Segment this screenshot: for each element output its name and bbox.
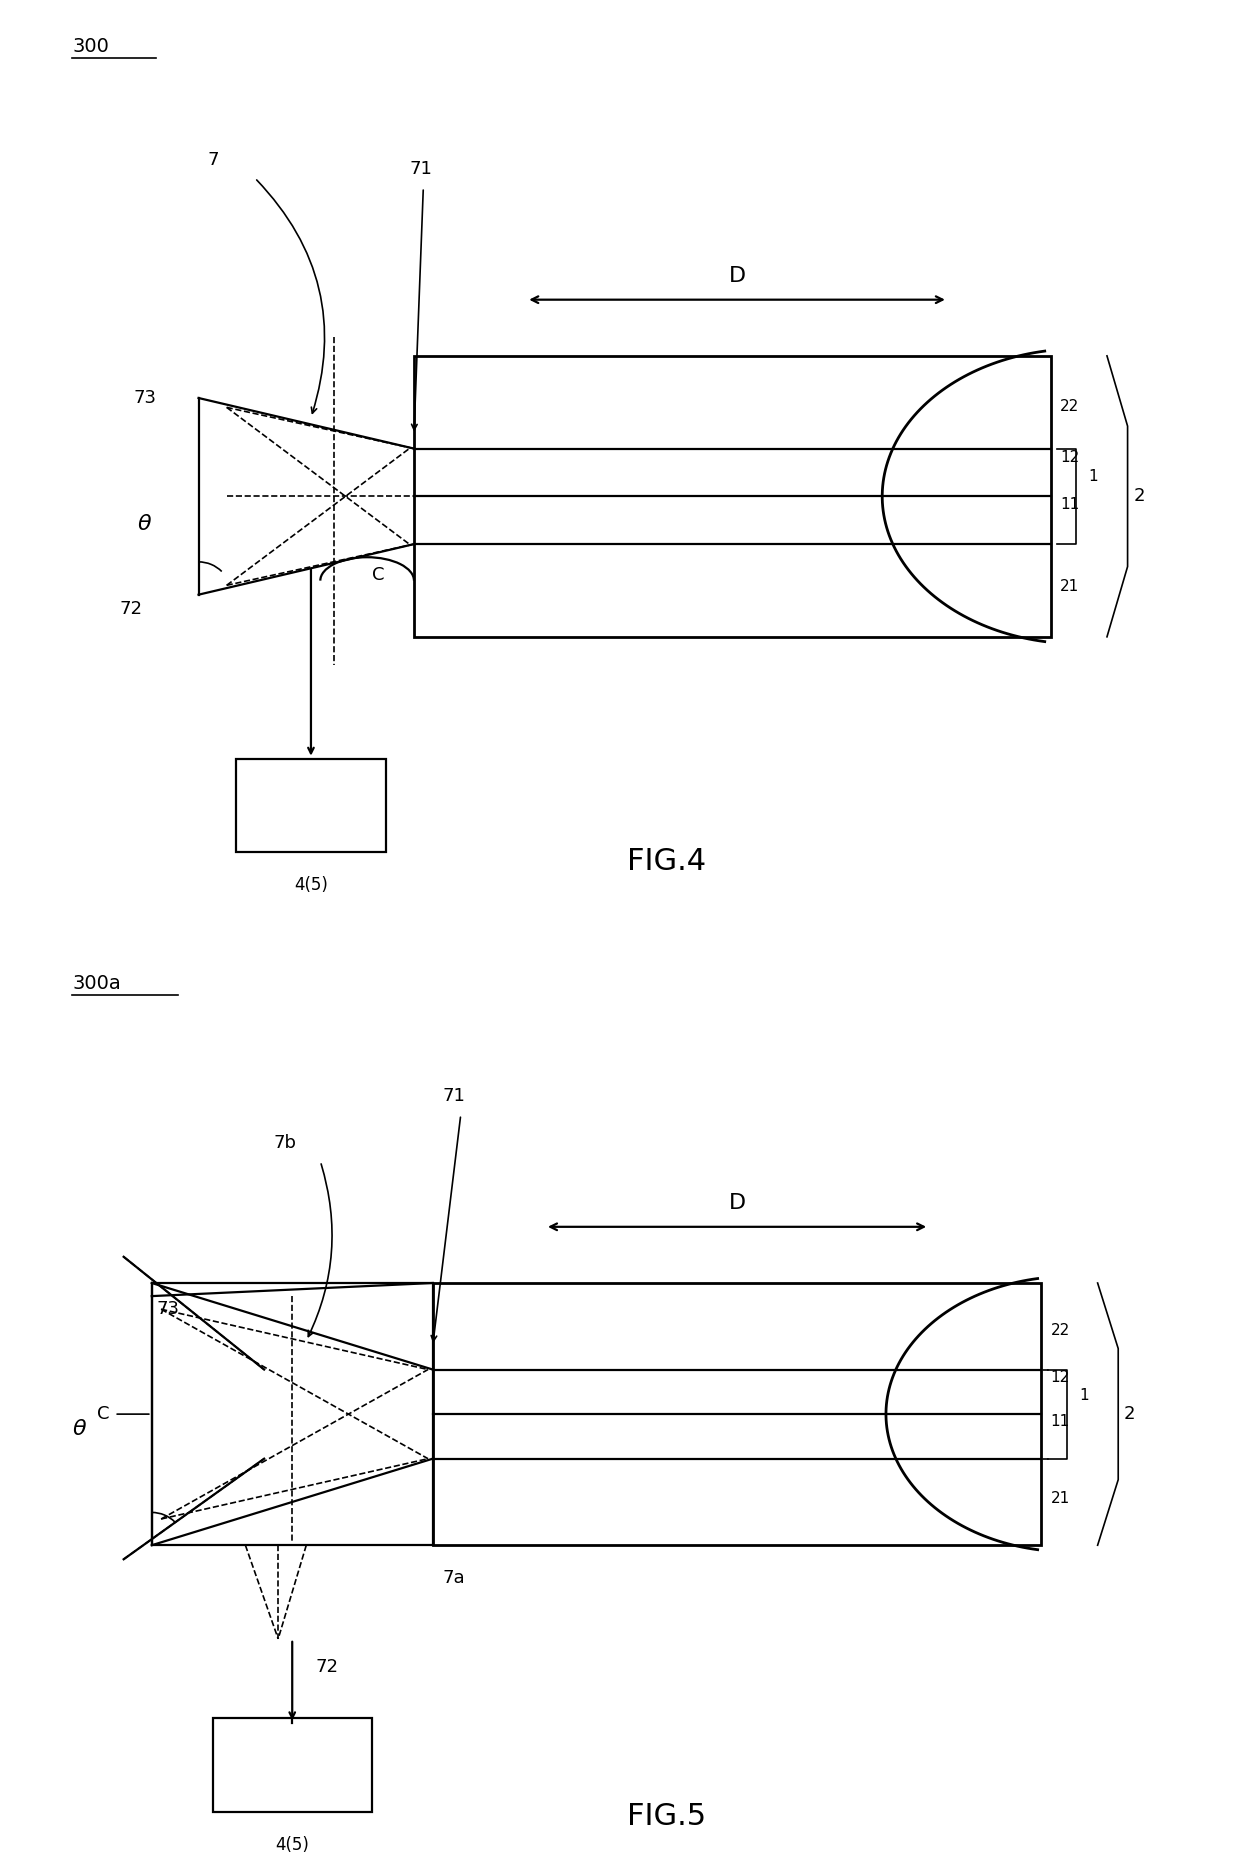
Text: 73: 73	[156, 1300, 180, 1319]
Text: 7: 7	[208, 150, 219, 169]
Text: 11: 11	[1060, 496, 1079, 513]
Text: 72: 72	[119, 599, 143, 618]
Bar	[433, 1283, 1042, 1545]
Text: 1: 1	[1079, 1388, 1089, 1403]
Text: 4(5): 4(5)	[275, 1836, 309, 1854]
Text: 12: 12	[1050, 1369, 1070, 1384]
Text: 22: 22	[1060, 399, 1079, 414]
Text: 21: 21	[1050, 1491, 1070, 1506]
Text: 2: 2	[1133, 487, 1145, 506]
Text: 21: 21	[1060, 579, 1079, 594]
Bar	[151, 1283, 433, 1545]
Text: θ: θ	[72, 1420, 86, 1438]
Text: D: D	[729, 1193, 745, 1214]
Text: 11: 11	[1050, 1414, 1070, 1429]
Text: C: C	[97, 1405, 109, 1423]
Text: 7a: 7a	[443, 1570, 465, 1586]
Text: θ: θ	[138, 513, 151, 534]
Text: 7b: 7b	[274, 1133, 296, 1152]
Text: FIG.5: FIG.5	[627, 1802, 707, 1832]
Text: 22: 22	[1050, 1322, 1070, 1337]
Text: 300a: 300a	[72, 974, 120, 993]
Text: 71: 71	[443, 1086, 465, 1105]
Bar	[414, 356, 1050, 637]
Text: 1: 1	[1089, 468, 1097, 485]
Bar	[212, 1719, 372, 1813]
Text: D: D	[729, 266, 745, 285]
Text: 12: 12	[1060, 450, 1079, 465]
Text: FIG.4: FIG.4	[627, 847, 707, 877]
Bar	[236, 759, 386, 852]
Text: C: C	[372, 566, 384, 584]
Text: 300: 300	[72, 37, 109, 56]
Text: 73: 73	[134, 390, 156, 406]
Text: 72: 72	[316, 1658, 339, 1676]
Text: 4(5): 4(5)	[294, 877, 327, 893]
Text: 2: 2	[1123, 1405, 1136, 1423]
Text: 71: 71	[409, 159, 433, 178]
